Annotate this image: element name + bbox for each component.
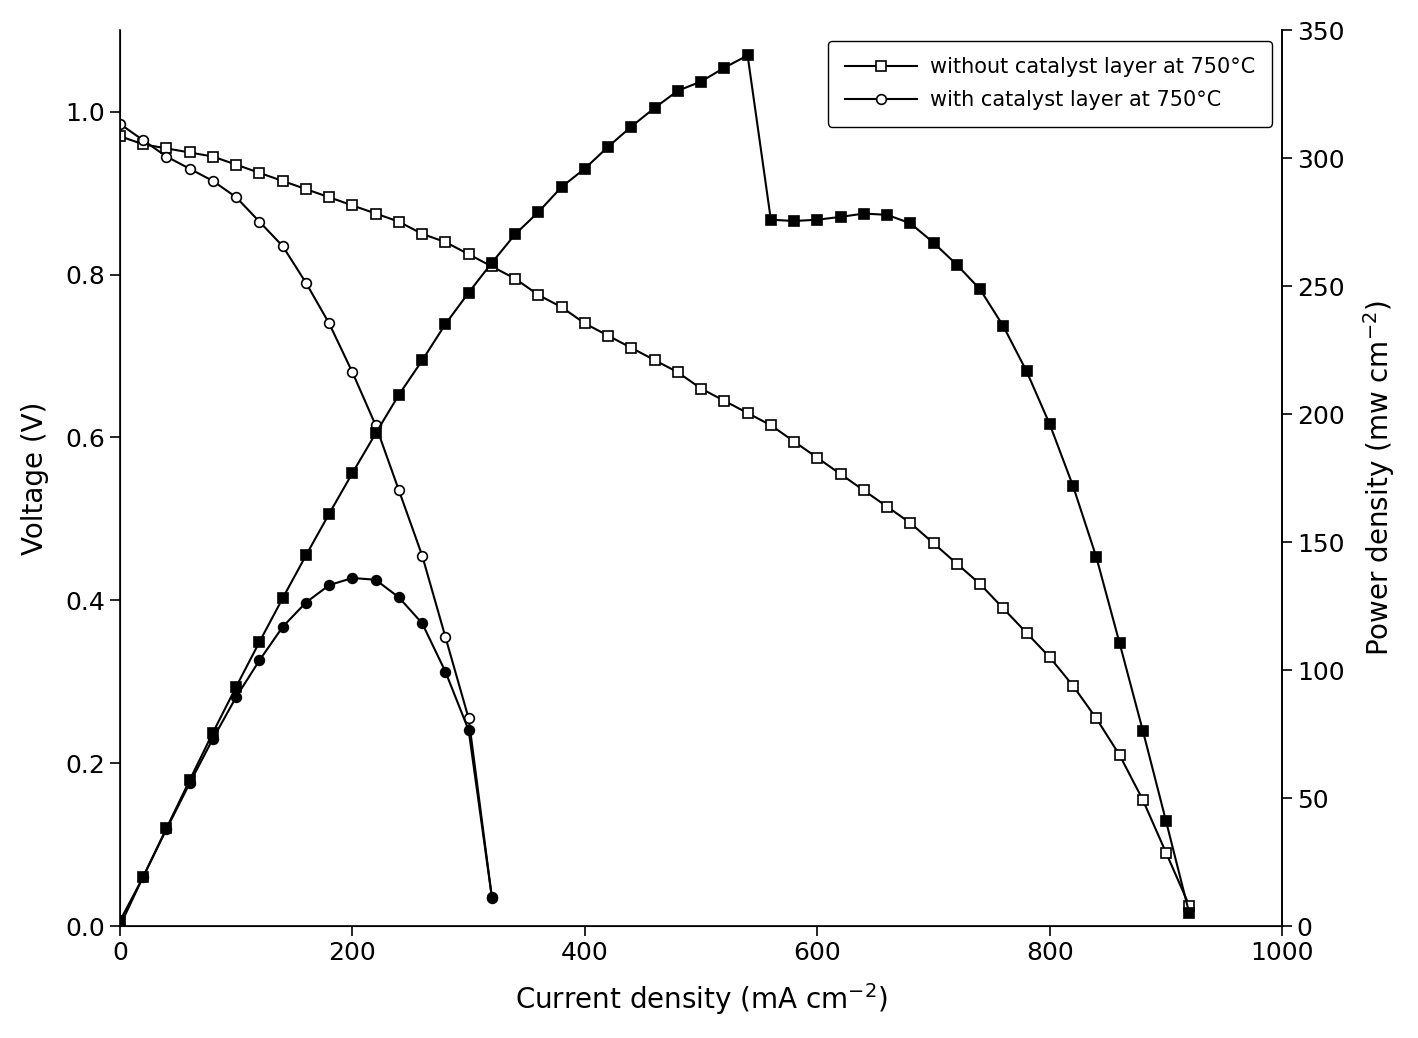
- without catalyst layer at 750°C: [461, 248, 478, 261]
- without catalyst layer at 750°C: [1157, 847, 1174, 859]
- without catalyst layer at 750°C: [345, 199, 362, 212]
- with catalyst layer at 750°C: [461, 712, 478, 725]
- with catalyst layer at 750°C: [345, 366, 362, 379]
- without catalyst layer at 750°C: [112, 130, 129, 142]
- without catalyst layer at 750°C: [739, 407, 756, 419]
- without catalyst layer at 750°C: [484, 261, 501, 273]
- without catalyst layer at 750°C: [204, 151, 221, 163]
- X-axis label: Current density (mA cm$^{-2}$): Current density (mA cm$^{-2}$): [515, 981, 888, 1017]
- without catalyst layer at 750°C: [1112, 748, 1129, 761]
- without catalyst layer at 750°C: [600, 329, 617, 342]
- without catalyst layer at 750°C: [1088, 712, 1105, 725]
- without catalyst layer at 750°C: [786, 435, 803, 447]
- without catalyst layer at 750°C: [157, 142, 174, 155]
- without catalyst layer at 750°C: [763, 419, 780, 432]
- without catalyst layer at 750°C: [251, 167, 268, 180]
- without catalyst layer at 750°C: [669, 366, 686, 379]
- without catalyst layer at 750°C: [298, 183, 315, 195]
- without catalyst layer at 750°C: [925, 537, 942, 549]
- without catalyst layer at 750°C: [855, 484, 872, 496]
- with catalyst layer at 750°C: [414, 549, 431, 562]
- without catalyst layer at 750°C: [949, 557, 966, 570]
- with catalyst layer at 750°C: [204, 174, 221, 187]
- without catalyst layer at 750°C: [367, 208, 384, 220]
- without catalyst layer at 750°C: [1041, 651, 1058, 663]
- without catalyst layer at 750°C: [832, 468, 849, 481]
- with catalyst layer at 750°C: [112, 117, 129, 130]
- without catalyst layer at 750°C: [320, 191, 337, 203]
- without catalyst layer at 750°C: [135, 138, 152, 151]
- with catalyst layer at 750°C: [157, 151, 174, 163]
- with catalyst layer at 750°C: [298, 276, 315, 289]
- without catalyst layer at 750°C: [1065, 680, 1082, 692]
- with catalyst layer at 750°C: [320, 318, 337, 330]
- without catalyst layer at 750°C: [506, 272, 523, 284]
- without catalyst layer at 750°C: [808, 452, 825, 464]
- without catalyst layer at 750°C: [228, 159, 245, 171]
- without catalyst layer at 750°C: [1181, 900, 1198, 912]
- without catalyst layer at 750°C: [576, 318, 593, 330]
- without catalyst layer at 750°C: [530, 289, 547, 301]
- without catalyst layer at 750°C: [414, 227, 431, 240]
- without catalyst layer at 750°C: [647, 354, 664, 366]
- with catalyst layer at 750°C: [182, 163, 199, 175]
- without catalyst layer at 750°C: [623, 342, 640, 354]
- without catalyst layer at 750°C: [437, 236, 454, 248]
- Line: with catalyst layer at 750°C: with catalyst layer at 750°C: [115, 119, 496, 902]
- without catalyst layer at 750°C: [692, 382, 709, 394]
- with catalyst layer at 750°C: [484, 892, 501, 904]
- without catalyst layer at 750°C: [902, 517, 919, 529]
- with catalyst layer at 750°C: [367, 419, 384, 432]
- with catalyst layer at 750°C: [437, 631, 454, 644]
- Legend: without catalyst layer at 750°C, with catalyst layer at 750°C: without catalyst layer at 750°C, with ca…: [828, 40, 1272, 127]
- without catalyst layer at 750°C: [182, 146, 199, 159]
- with catalyst layer at 750°C: [390, 484, 407, 496]
- without catalyst layer at 750°C: [390, 216, 407, 228]
- with catalyst layer at 750°C: [228, 191, 245, 203]
- without catalyst layer at 750°C: [553, 301, 570, 313]
- without catalyst layer at 750°C: [716, 394, 733, 407]
- without catalyst layer at 750°C: [995, 602, 1012, 614]
- with catalyst layer at 750°C: [274, 240, 291, 252]
- Line: without catalyst layer at 750°C: without catalyst layer at 750°C: [115, 132, 1194, 910]
- without catalyst layer at 750°C: [1134, 794, 1151, 807]
- without catalyst layer at 750°C: [879, 500, 896, 513]
- without catalyst layer at 750°C: [971, 578, 988, 591]
- without catalyst layer at 750°C: [1018, 627, 1035, 639]
- with catalyst layer at 750°C: [251, 216, 268, 228]
- without catalyst layer at 750°C: [274, 174, 291, 187]
- with catalyst layer at 750°C: [135, 134, 152, 146]
- Y-axis label: Voltage (V): Voltage (V): [21, 402, 48, 555]
- Y-axis label: Power density (mw cm$^{-2}$): Power density (mw cm$^{-2}$): [1361, 300, 1397, 656]
